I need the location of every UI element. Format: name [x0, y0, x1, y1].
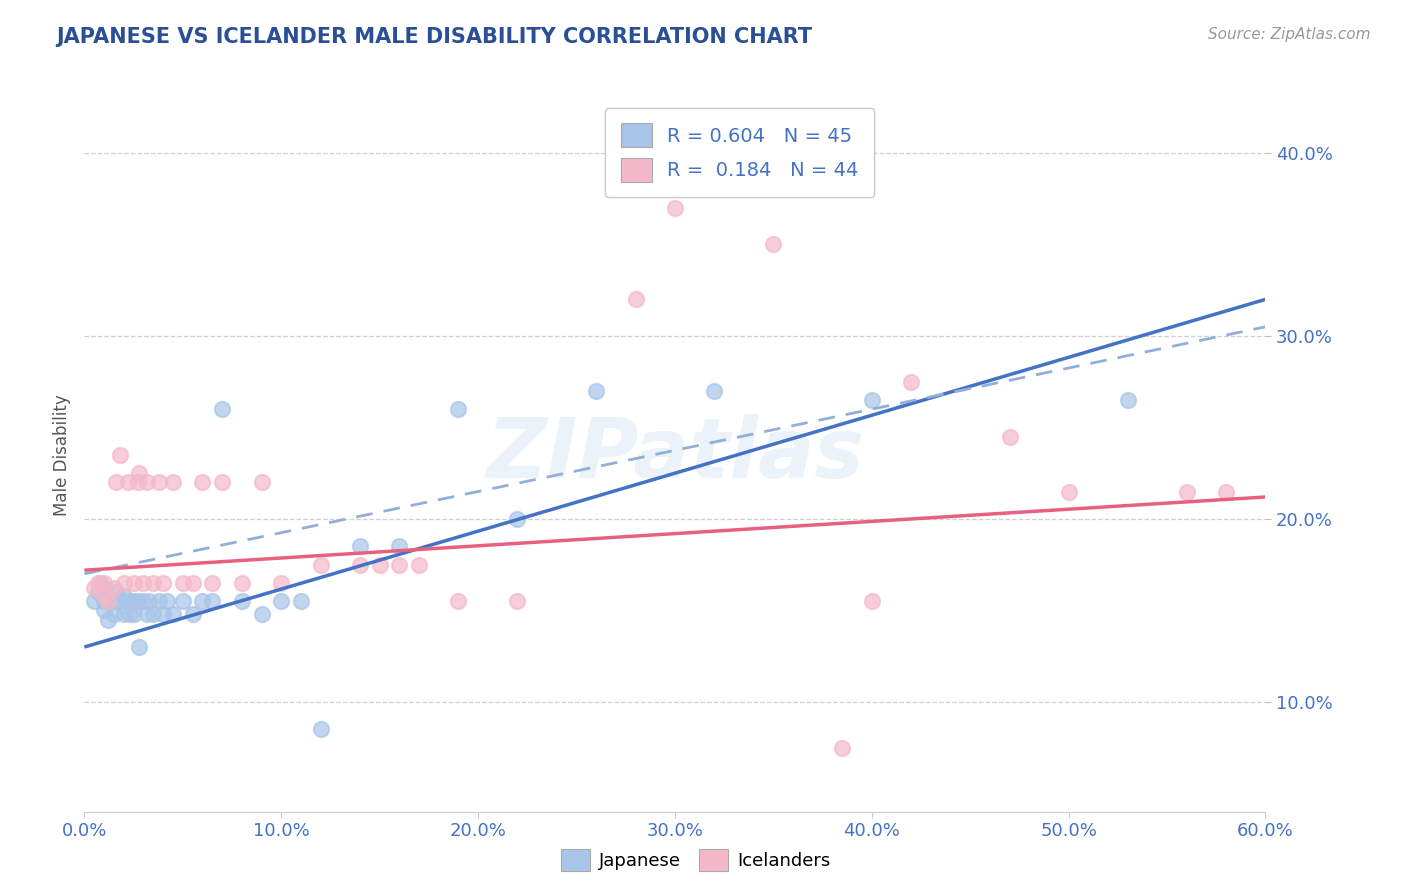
Point [585, 384, 607, 398]
Point [408, 558, 430, 572]
Point [309, 723, 332, 737]
Point [388, 540, 411, 554]
Point [231, 594, 253, 608]
Point [860, 392, 883, 407]
Point [447, 402, 470, 417]
Legend: Japanese, Icelanders: Japanese, Icelanders [554, 842, 838, 879]
Point [506, 594, 529, 608]
Point [127, 475, 149, 490]
Point [270, 576, 292, 591]
Point [93, 594, 115, 608]
Point [87, 576, 110, 591]
Point [624, 293, 647, 307]
Point [122, 594, 145, 608]
Point [142, 607, 165, 621]
Point [112, 607, 135, 621]
Point [201, 576, 224, 591]
Point [83, 582, 105, 596]
Point [290, 594, 312, 608]
Point [1116, 392, 1139, 407]
Point [1057, 484, 1080, 499]
Point [104, 475, 127, 490]
Point [148, 594, 170, 608]
Point [97, 594, 120, 608]
Point [762, 237, 785, 252]
Point [103, 582, 125, 596]
Point [132, 594, 155, 608]
Point [831, 740, 853, 755]
Point [860, 594, 883, 608]
Text: ZIPatlas: ZIPatlas [486, 415, 863, 495]
Point [89, 576, 111, 591]
Point [156, 594, 179, 608]
Point [309, 558, 332, 572]
Point [201, 594, 224, 608]
Point [118, 607, 141, 621]
Point [250, 475, 273, 490]
Point [103, 594, 125, 608]
Point [211, 475, 233, 490]
Point [162, 475, 184, 490]
Legend: R = 0.604   N = 45, R =  0.184   N = 44: R = 0.604 N = 45, R = 0.184 N = 44 [605, 108, 875, 197]
Point [128, 640, 150, 654]
Point [142, 576, 165, 591]
Point [103, 607, 125, 621]
Point [172, 594, 194, 608]
Point [368, 558, 391, 572]
Point [122, 576, 145, 591]
Point [388, 558, 411, 572]
Point [128, 467, 150, 481]
Point [191, 594, 214, 608]
Point [136, 607, 159, 621]
Point [152, 607, 174, 621]
Point [1175, 484, 1198, 499]
Point [108, 594, 131, 608]
Point [172, 576, 194, 591]
Point [127, 594, 149, 608]
Point [117, 594, 139, 608]
Point [112, 589, 135, 603]
Point [83, 594, 105, 608]
Point [152, 576, 174, 591]
Point [136, 475, 159, 490]
Y-axis label: Male Disability: Male Disability [53, 394, 72, 516]
Point [1215, 484, 1237, 499]
Point [250, 607, 273, 621]
Point [122, 607, 145, 621]
Point [900, 375, 922, 389]
Point [270, 594, 292, 608]
Point [231, 576, 253, 591]
Point [138, 594, 160, 608]
Point [93, 576, 115, 591]
Point [112, 576, 135, 591]
Point [93, 589, 115, 603]
Text: JAPANESE VS ICELANDER MALE DISABILITY CORRELATION CHART: JAPANESE VS ICELANDER MALE DISABILITY CO… [56, 27, 813, 46]
Point [148, 475, 170, 490]
Point [506, 512, 529, 526]
Point [97, 613, 120, 627]
Point [349, 540, 371, 554]
Point [104, 585, 127, 599]
Point [998, 429, 1021, 443]
Point [93, 603, 115, 617]
Point [93, 582, 115, 596]
Point [117, 475, 139, 490]
Point [349, 558, 371, 572]
Point [108, 448, 131, 462]
Point [181, 576, 204, 591]
Point [181, 607, 204, 621]
Point [191, 475, 214, 490]
Point [162, 607, 184, 621]
Text: Source: ZipAtlas.com: Source: ZipAtlas.com [1208, 27, 1371, 42]
Point [132, 576, 155, 591]
Point [703, 384, 725, 398]
Point [447, 594, 470, 608]
Point [664, 201, 686, 215]
Point [87, 585, 110, 599]
Point [211, 402, 233, 417]
